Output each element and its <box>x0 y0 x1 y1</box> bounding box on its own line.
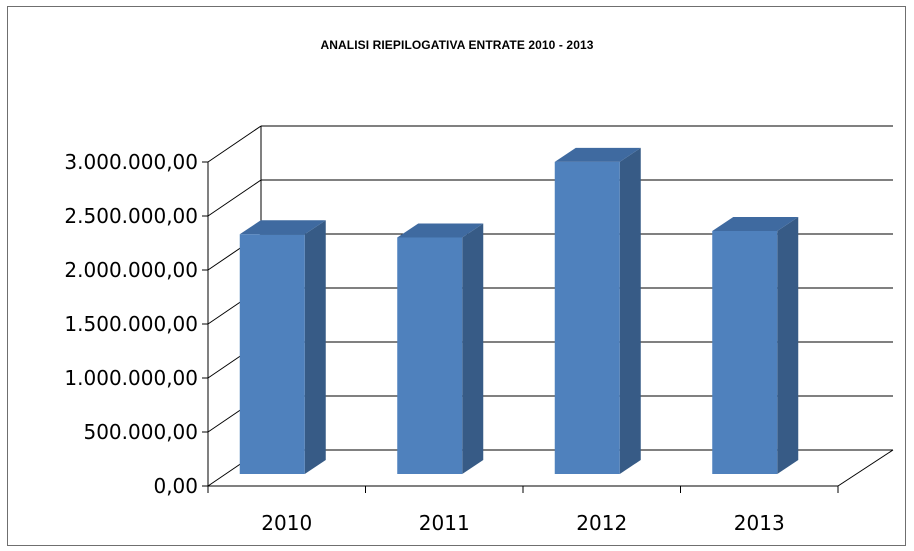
bar-front <box>397 237 463 474</box>
bar-side <box>619 147 641 474</box>
chart-title: ANALISI RIEPILOGATIVA ENTRATE 2010 - 201… <box>320 38 594 52</box>
bar-side <box>777 217 799 474</box>
bar <box>397 223 484 474</box>
y-tick-label: 500.000,00 <box>83 420 198 444</box>
bar-side <box>462 223 484 474</box>
bar-top <box>239 220 326 235</box>
bar <box>712 217 799 474</box>
bar-front <box>239 234 305 474</box>
y-tick-labels: 0,00 500.000,00 1.000.000,00 1.500.000,00 2.… <box>64 150 198 498</box>
y-tick-label: 3.000.000,00 <box>64 150 198 174</box>
y-tick-label: 1.000.000,00 <box>64 366 198 390</box>
gridline-side <box>207 125 262 163</box>
bar-top <box>712 217 799 231</box>
floor-right-edge <box>837 449 894 487</box>
gridline-side <box>207 179 262 217</box>
y-tick-label: 2.500.000,00 <box>64 204 198 228</box>
y-tick-label: 1.500.000,00 <box>64 312 198 336</box>
bar-top <box>554 147 641 162</box>
bar <box>239 220 326 474</box>
x-tick-labels: 2010 2011 2012 2013 <box>261 511 784 535</box>
bars <box>239 147 799 474</box>
x-tick-label: 2012 <box>576 511 627 535</box>
x-tick-label: 2010 <box>261 511 312 535</box>
bar-front <box>554 161 620 474</box>
bar-front <box>712 231 778 474</box>
y-tick-label: 2.000.000,00 <box>64 258 198 282</box>
x-tick-label: 2011 <box>419 511 470 535</box>
bar-side <box>304 220 326 474</box>
bar <box>554 147 641 474</box>
x-tick-label: 2013 <box>734 511 785 535</box>
bar-top <box>397 223 484 238</box>
y-tick-label: 0,00 <box>153 474 198 498</box>
